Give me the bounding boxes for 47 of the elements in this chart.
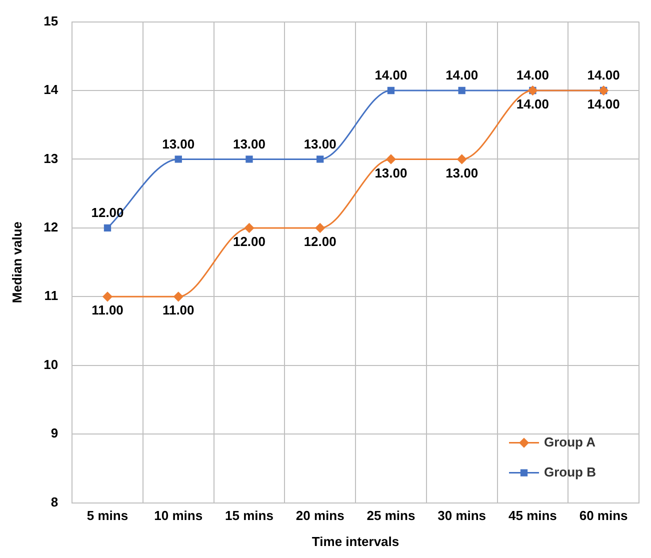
y-tick-label: 13 (44, 150, 58, 166)
point (174, 292, 184, 302)
x-tick-label: 30 mins (438, 508, 486, 524)
data-label: 11.00 (92, 302, 124, 318)
data-label: 12.00 (304, 234, 336, 250)
y-tick-label: 12 (44, 220, 58, 235)
point (102, 292, 112, 302)
y-tick-label: 11 (44, 288, 58, 304)
data-label: 14.00 (374, 68, 408, 83)
data-label: 13.00 (374, 165, 408, 180)
y-tick-label: 9 (50, 426, 58, 441)
y-tick-label: 15 (44, 13, 58, 28)
x-tick-label: 15 mins (225, 508, 274, 524)
x-tick-label: 45 mins (508, 508, 557, 524)
y-axis-title: Median value (9, 221, 24, 304)
point (386, 154, 396, 164)
y-tick-label: 14 (44, 82, 59, 98)
data-label: 14.00 (516, 96, 549, 112)
point (246, 156, 253, 163)
point (387, 86, 395, 94)
point (104, 224, 112, 232)
point (244, 223, 254, 233)
y-tick-label: 10 (44, 356, 58, 372)
data-label: 14.00 (587, 68, 620, 83)
x-tick-label: 60 mins (579, 508, 628, 524)
data-label: 14.00 (587, 96, 620, 112)
point (316, 156, 324, 163)
data-label: 13.00 (304, 136, 336, 152)
x-tick-label: 25 mins (366, 508, 416, 524)
data-label: 11.00 (162, 302, 194, 318)
point (457, 154, 467, 164)
point (174, 156, 182, 163)
data-label: 13.00 (232, 136, 266, 152)
x-tick-label: 10 mins (154, 508, 203, 524)
data-label: 14.00 (516, 68, 549, 83)
x-axis-title: Time intervals (312, 534, 400, 549)
legend-label: Group B (544, 464, 596, 480)
data-label: 13.00 (162, 136, 195, 152)
x-tick-label: 20 mins (296, 508, 344, 524)
data-label: 14.00 (446, 68, 478, 83)
legend-label: Group A (544, 434, 596, 450)
data-label: 12.00 (232, 234, 266, 250)
x-tick-label: 5 mins (86, 508, 128, 524)
point (315, 223, 325, 233)
point (458, 86, 466, 94)
y-tick-label: 8 (50, 494, 58, 510)
data-label: 13.00 (446, 165, 478, 180)
